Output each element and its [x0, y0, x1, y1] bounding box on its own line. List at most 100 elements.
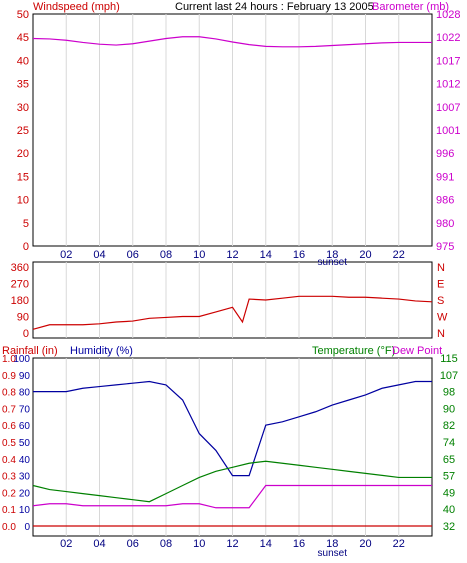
x-tick-wind-06: 06: [127, 249, 139, 261]
temp-tick-74: 74: [443, 437, 455, 449]
wind-tick-25: 25: [17, 125, 29, 137]
baro-tick-1028: 1028: [436, 9, 460, 21]
x-tick-climate-12: 12: [226, 538, 238, 550]
climate-series-1: [32, 460, 432, 503]
x-tick-wind-08: 08: [160, 249, 172, 261]
x-tick-climate-04: 04: [93, 538, 105, 550]
humidity-tick-40: 40: [19, 455, 31, 466]
humidity-tick-0: 0: [24, 522, 30, 533]
x-tick-wind-20: 20: [359, 249, 371, 261]
humidity-tick-70: 70: [19, 404, 31, 415]
temp-tick-82: 82: [443, 420, 455, 432]
rain-legend: Rainfall (in): [2, 345, 58, 357]
rain-tick-2: 0.2: [2, 488, 16, 499]
x-tick-wind-22: 22: [393, 249, 405, 261]
dir-compass-4: N: [437, 262, 445, 274]
temp-tick-98: 98: [443, 387, 455, 399]
humidity-tick-80: 80: [19, 388, 31, 399]
barometer-axis-title: Barometer (mb): [372, 1, 449, 13]
wind-tick-50: 50: [17, 9, 29, 21]
humidity-tick-10: 10: [19, 505, 31, 516]
baro-tick-1001: 1001: [436, 125, 460, 137]
x-tick-climate-22: 22: [393, 538, 405, 550]
x-tick-climate-02: 02: [60, 538, 72, 550]
x-tick-wind-16: 16: [293, 249, 305, 261]
dir-compass-1: W: [437, 312, 448, 324]
wind-series-0: [32, 36, 432, 48]
rain-tick-7: 0.7: [2, 404, 16, 415]
wind-tick-10: 10: [17, 195, 29, 207]
x-tick-climate-08: 08: [160, 538, 172, 550]
baro-tick-975: 975: [436, 241, 454, 253]
humidity-tick-90: 90: [19, 371, 31, 382]
temp-tick-115: 115: [440, 353, 458, 365]
x-tick-climate-06: 06: [127, 538, 139, 550]
x-tick-wind-04: 04: [93, 249, 105, 261]
chart-title: Current last 24 hours : February 13 2005: [175, 1, 374, 13]
rain-tick-1: 0.1: [2, 505, 16, 516]
rain-tick-10: 1.0: [2, 354, 16, 365]
x-tick-wind-12: 12: [226, 249, 238, 261]
sunset-label-climate: sunset: [318, 548, 348, 558]
x-tick-climate-20: 20: [359, 538, 371, 550]
baro-tick-991: 991: [436, 171, 454, 183]
rain-tick-3: 0.3: [2, 472, 16, 483]
wind-tick-45: 45: [17, 32, 29, 44]
temp-tick-107: 107: [440, 370, 458, 382]
temp-tick-40: 40: [443, 504, 455, 516]
direction-series-0: [32, 295, 433, 330]
dir-compass-3: E: [437, 279, 444, 291]
temperature-legend: Temperature (°F): [312, 345, 395, 357]
temp-tick-57: 57: [443, 471, 455, 483]
wind-tick-5: 5: [23, 218, 29, 230]
wind-tick-30: 30: [17, 102, 29, 114]
wind-tick-35: 35: [17, 79, 29, 91]
baro-tick-1012: 1012: [436, 79, 460, 91]
climate-series-0: [33, 380, 432, 477]
dir-tick-360: 360: [11, 262, 29, 274]
baro-tick-1007: 1007: [436, 102, 460, 114]
dir-compass-0: N: [437, 328, 445, 340]
baro-tick-986: 986: [436, 195, 454, 207]
humidity-legend: Humidity (%): [70, 345, 133, 357]
wind-tick-15: 15: [17, 171, 29, 183]
temp-tick-65: 65: [443, 454, 455, 466]
x-tick-climate-10: 10: [193, 538, 205, 550]
wind-tick-20: 20: [17, 148, 29, 160]
x-tick-wind-18: 18: [326, 249, 338, 261]
x-tick-climate-14: 14: [260, 538, 272, 550]
wind-tick-0: 0: [23, 241, 29, 253]
humidity-tick-30: 30: [19, 472, 31, 483]
humidity-tick-50: 50: [19, 438, 31, 449]
temp-tick-49: 49: [443, 487, 455, 499]
x-tick-climate-16: 16: [293, 538, 305, 550]
baro-tick-1017: 1017: [436, 55, 460, 67]
baro-tick-980: 980: [436, 218, 454, 230]
rain-tick-4: 0.4: [2, 455, 16, 466]
x-tick-climate-18: 18: [326, 538, 338, 550]
dir-tick-270: 270: [11, 279, 29, 291]
rain-tick-8: 0.8: [2, 388, 16, 399]
x-tick-wind-14: 14: [260, 249, 272, 261]
baro-tick-1022: 1022: [436, 32, 460, 44]
rain-tick-9: 0.9: [2, 371, 16, 382]
rain-tick-6: 0.6: [2, 421, 16, 432]
sunset-label-wind: sunset: [318, 257, 348, 268]
dir-tick-180: 180: [11, 295, 29, 307]
humidity-tick-20: 20: [19, 488, 31, 499]
temp-tick-90: 90: [443, 403, 455, 415]
temp-tick-32: 32: [443, 521, 455, 533]
rain-tick-0: 0.0: [2, 522, 16, 533]
rain-tick-5: 0.5: [2, 438, 16, 449]
dir-tick-0: 0: [23, 328, 29, 340]
x-tick-wind-02: 02: [60, 249, 72, 261]
climate-series-2: [32, 484, 432, 509]
baro-tick-996: 996: [436, 148, 454, 160]
dewpoint-legend: Dew Point: [392, 345, 442, 357]
dir-tick-90: 90: [17, 312, 29, 324]
dir-compass-2: S: [437, 295, 444, 307]
humidity-tick-60: 60: [19, 421, 31, 432]
humidity-tick-100: 100: [13, 354, 30, 365]
